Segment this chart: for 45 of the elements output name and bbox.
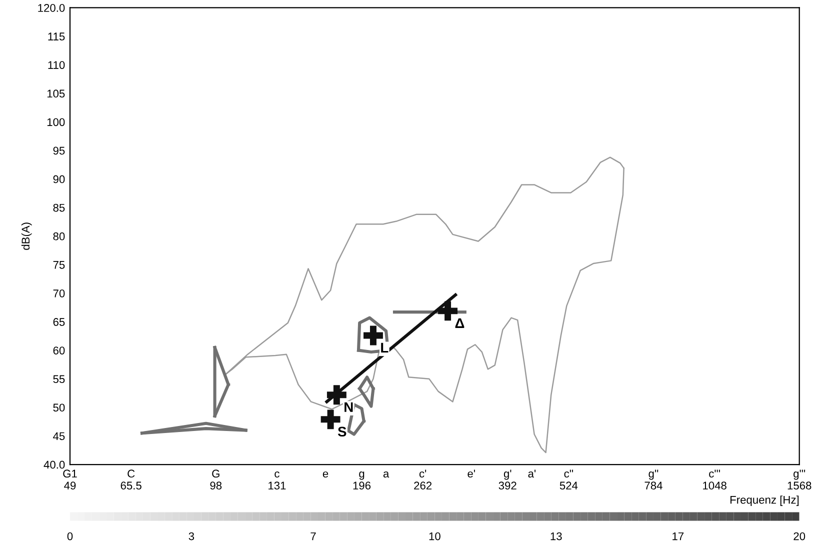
y-tick-label: 95 (53, 146, 65, 155)
color-bar-label: 3 (188, 532, 194, 540)
x-tick-label: C 65.5 (120, 470, 142, 490)
x-tick-label: g'' 784 (644, 470, 662, 490)
color-bar-label: 0 (67, 532, 73, 540)
annotation: L (381, 342, 388, 352)
color-bar-label: 7 (310, 532, 316, 540)
y-tick-label: 80 (53, 232, 65, 240)
y-axis-title: dB(A) (21, 222, 32, 250)
x-tick-label: c''' 1048 (703, 470, 726, 490)
y-tick-label: 110 (48, 61, 65, 69)
y-tick-label: 85 (53, 204, 65, 212)
annotation: Δ (455, 318, 464, 328)
x-tick-label: g' 392 (498, 470, 516, 490)
x-tick-label: c 131 (268, 471, 286, 490)
x-tick-label: a' (528, 470, 536, 478)
y-tick-label: 55 (53, 375, 65, 384)
y-tick-label: 45 (53, 432, 65, 440)
x-tick-label: g''' 1568 (788, 470, 812, 490)
y-tick-label: 50 (53, 404, 65, 412)
x-tick-label: g 196 (353, 471, 371, 490)
x-tick-label: c'' 524 (560, 470, 578, 490)
color-bar-label: 13 (550, 532, 562, 540)
color-bar-label: 17 (672, 532, 684, 540)
annotation: S (338, 426, 346, 437)
x-tick-label: e' (468, 470, 475, 478)
x-tick-label: c' 262 (414, 470, 432, 490)
y-tick-label: 70 (53, 289, 65, 298)
x-tick-label: G 98 (210, 470, 222, 490)
y-tick-label: 40.0 (44, 460, 65, 469)
color-bar-label: 20 (794, 532, 806, 540)
y-tick-label: 75 (53, 261, 65, 269)
y-tick-label: 120.0 (38, 4, 65, 12)
y-tick-label: 105 (47, 90, 65, 98)
x-tick-label: G1 49 (63, 470, 77, 490)
y-tick-label: 90 (53, 175, 65, 184)
x-axis-title: Frequenz [Hz] (730, 496, 799, 506)
x-tick-label: e (322, 471, 328, 478)
x-tick-label: a (383, 471, 390, 478)
y-tick-label: 115 (48, 32, 65, 40)
color-bar-label: 10 (429, 532, 440, 540)
y-tick-label: 65 (53, 318, 65, 326)
y-tick-label: 60 (53, 346, 65, 354)
y-tick-label: 100 (47, 118, 65, 126)
annotation: N (344, 402, 353, 412)
